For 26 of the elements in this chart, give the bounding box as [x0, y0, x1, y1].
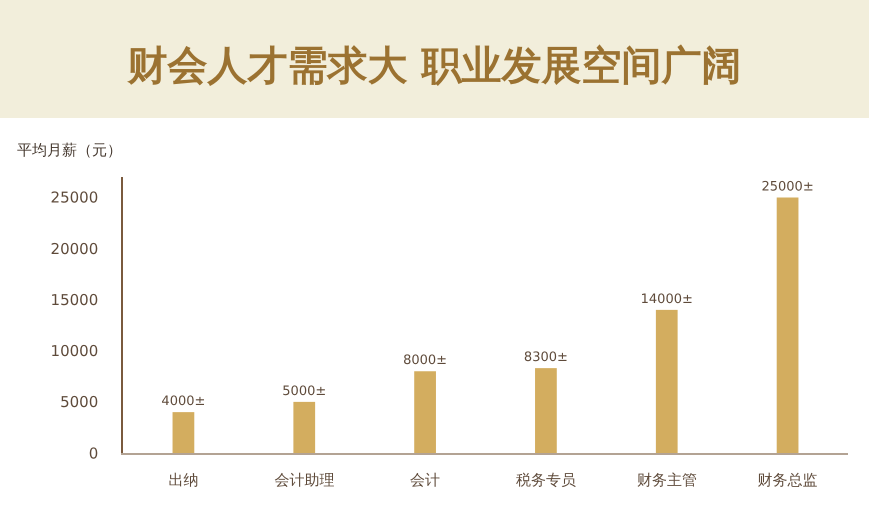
y-tick-label: 10000 [50, 342, 98, 360]
x-tick-label: 出纳 [168, 471, 198, 489]
y-tick-label: 0 [88, 444, 98, 462]
data-label: 25000± [761, 179, 814, 194]
y-tick-label: 15000 [50, 290, 98, 309]
data-label: 8300± [524, 350, 568, 366]
data-label: 14000± [640, 292, 693, 307]
y-tick-label: 20000 [50, 240, 98, 258]
x-tick-label: 财务主管 [636, 471, 697, 489]
x-tick-label: 会计助理 [274, 471, 334, 489]
x-tick-label: 财务总监 [758, 471, 818, 489]
y-tick-label: 25000 [50, 188, 98, 207]
data-label: 4000± [161, 394, 206, 410]
data-label: 5000± [282, 384, 326, 399]
y-tick-label: 5000 [60, 393, 98, 412]
bar [172, 412, 194, 453]
x-tick-label: 会计 [410, 471, 440, 489]
bar [656, 310, 678, 453]
bar [535, 368, 557, 453]
bar [293, 402, 316, 453]
bar [414, 371, 436, 453]
y-axis-title: 平均月薪（元） [17, 141, 122, 159]
bar [776, 197, 798, 453]
chart-title: 财会人才需求大 职业发展空间广阔 [126, 43, 742, 89]
data-label: 8000± [403, 353, 448, 368]
x-tick-label: 税务专员 [516, 471, 576, 489]
